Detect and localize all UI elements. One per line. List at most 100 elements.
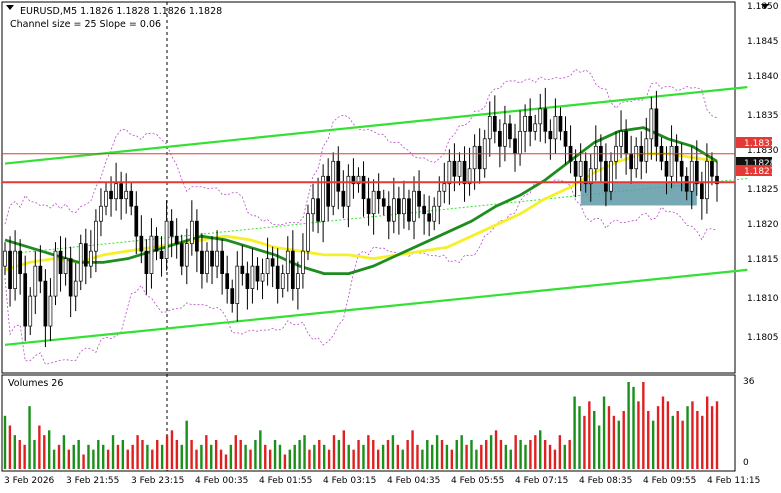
candle-body bbox=[412, 190, 416, 222]
volume-bar bbox=[593, 411, 596, 469]
candle-body bbox=[33, 265, 38, 297]
candle-body bbox=[200, 250, 204, 274]
volume-bar bbox=[313, 444, 316, 469]
volume-bar bbox=[671, 415, 675, 469]
volume-bar bbox=[23, 444, 26, 469]
volume-bar bbox=[416, 444, 419, 469]
candle-body bbox=[225, 273, 230, 289]
volume-bar bbox=[165, 435, 169, 469]
candle-body bbox=[331, 160, 336, 207]
candle-body bbox=[58, 250, 63, 274]
candle-body bbox=[543, 108, 548, 132]
candle-body bbox=[230, 288, 235, 304]
candle-body bbox=[280, 273, 285, 289]
candle-body bbox=[558, 115, 563, 132]
candle-body bbox=[417, 190, 421, 207]
candle-body bbox=[68, 258, 73, 297]
candle-body bbox=[189, 220, 194, 245]
candle-body bbox=[573, 160, 578, 177]
volume-bar bbox=[573, 396, 576, 469]
volume-bar bbox=[362, 444, 365, 469]
ma-green-line bbox=[4, 126, 718, 276]
volume-bar bbox=[151, 449, 154, 469]
volume-bar bbox=[293, 444, 296, 469]
volume-bar bbox=[210, 444, 213, 469]
candle-body bbox=[341, 190, 346, 207]
candle-body bbox=[583, 160, 588, 185]
price-axis-label: 1.1820 bbox=[747, 220, 779, 230]
candle-body bbox=[285, 250, 290, 274]
candle-body bbox=[149, 235, 154, 274]
candle-body bbox=[578, 160, 583, 177]
time-axis-label: 3 Feb 23:15 bbox=[131, 476, 184, 486]
moving-averages bbox=[4, 126, 718, 276]
candle-body bbox=[255, 265, 260, 282]
price-axis-label: 1.1805 bbox=[747, 333, 779, 343]
candle-body bbox=[18, 250, 22, 274]
candle-body bbox=[629, 153, 634, 170]
volume-bar bbox=[97, 440, 100, 469]
volume-bar bbox=[504, 444, 508, 469]
candle-body bbox=[296, 273, 300, 289]
candle-body bbox=[210, 250, 214, 267]
volume-bar bbox=[18, 440, 21, 469]
candle-body bbox=[397, 198, 401, 215]
volume-bar bbox=[264, 444, 267, 469]
volume-bar bbox=[450, 449, 454, 469]
candle-body bbox=[376, 190, 381, 200]
price-axis-label: 1.1810 bbox=[747, 294, 779, 304]
candle-body bbox=[240, 265, 245, 274]
volume-bar bbox=[539, 430, 542, 469]
volume-bar bbox=[578, 406, 581, 469]
candle-body bbox=[270, 258, 275, 267]
candle-body bbox=[669, 145, 674, 177]
volume-bar bbox=[519, 440, 522, 469]
candle-body bbox=[462, 160, 467, 185]
candle-body bbox=[174, 235, 179, 245]
candle-body bbox=[336, 160, 341, 192]
candle-body bbox=[346, 175, 351, 207]
price-axis[interactable]: 1.1850 1.1845 1.1840 1.1835 1.1830 1.182… bbox=[747, 2, 779, 343]
time-axis-label: 4 Feb 05:55 bbox=[451, 476, 504, 486]
price-tag-bg-1827 bbox=[736, 165, 772, 176]
candle-body bbox=[88, 250, 93, 267]
candle-body bbox=[78, 243, 83, 282]
candle-body bbox=[306, 213, 310, 252]
chart-menu-icon[interactable] bbox=[6, 5, 14, 10]
candle-body bbox=[498, 130, 502, 147]
volume-bar bbox=[249, 449, 252, 469]
candle-body bbox=[518, 130, 522, 155]
volume-bar bbox=[656, 406, 660, 469]
volume-bar bbox=[372, 440, 375, 469]
volume-bar bbox=[529, 440, 532, 469]
volume-bar bbox=[205, 435, 208, 469]
volume-bar bbox=[499, 440, 503, 469]
volume-bar bbox=[421, 449, 424, 469]
price-axis-label: 1.1830 bbox=[747, 146, 779, 156]
volume-bar bbox=[401, 449, 404, 469]
volume-bar bbox=[607, 406, 611, 469]
volume-bar bbox=[543, 440, 547, 469]
volume-bar bbox=[283, 454, 287, 469]
candle-body bbox=[326, 175, 331, 207]
candle-body bbox=[8, 250, 12, 289]
volume-bar bbox=[298, 440, 301, 469]
price-axis-label: 1.1850 bbox=[747, 2, 779, 12]
candle-body bbox=[129, 190, 134, 207]
candle-body bbox=[487, 115, 492, 140]
scroll-arrow-icon[interactable] bbox=[761, 4, 769, 9]
candle-body bbox=[154, 235, 159, 252]
candle-body bbox=[184, 243, 189, 267]
volume-bar bbox=[3, 415, 7, 469]
price-tag-bg-1831 bbox=[736, 137, 772, 148]
time-axis[interactable]: 3 Feb 2026 3 Feb 21:55 3 Feb 23:15 4 Feb… bbox=[4, 476, 760, 486]
channel-lower-line bbox=[4, 268, 748, 346]
candle-body bbox=[447, 160, 452, 185]
volume-bar bbox=[200, 444, 203, 469]
candle-body bbox=[321, 175, 325, 222]
volume-bar bbox=[180, 444, 183, 469]
time-axis-label: 4 Feb 01:55 bbox=[259, 476, 312, 486]
volume-bar bbox=[13, 435, 17, 469]
volume-bar bbox=[622, 411, 625, 469]
